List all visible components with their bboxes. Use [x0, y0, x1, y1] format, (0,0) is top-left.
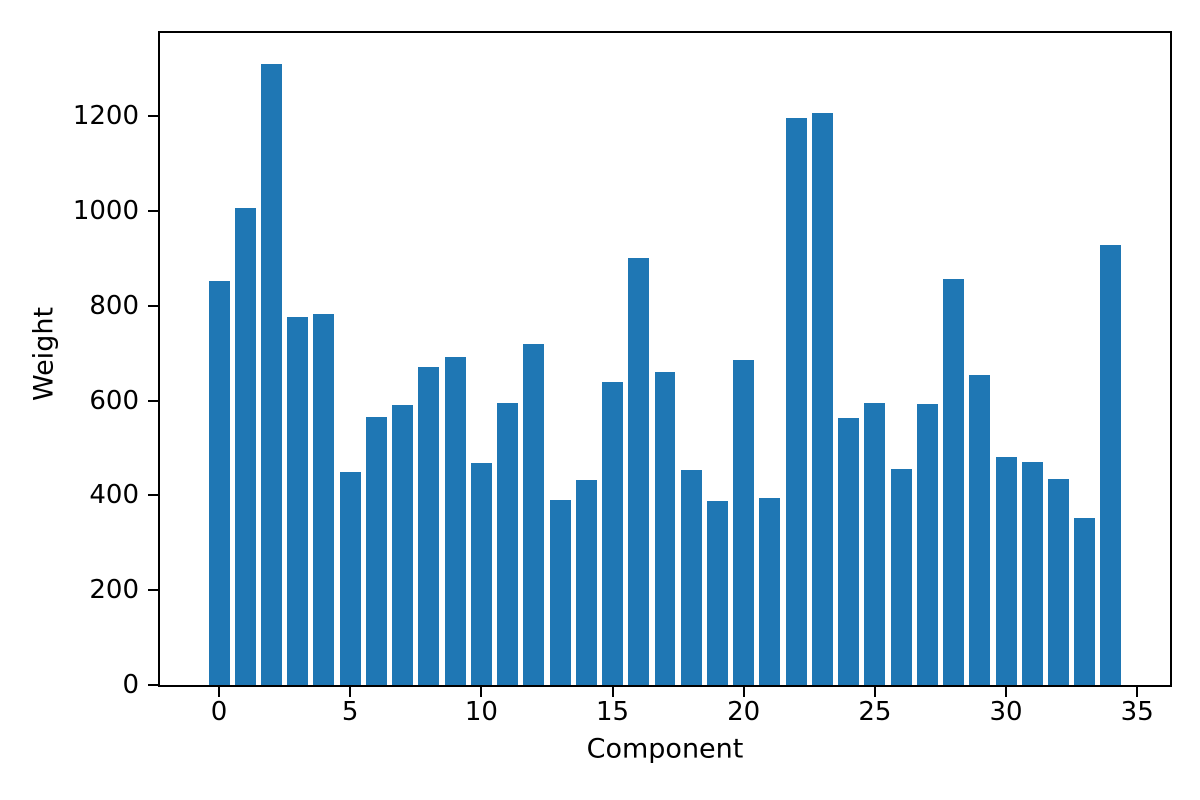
- y-tick-mark: [148, 115, 158, 118]
- x-tick-mark: [218, 687, 221, 697]
- y-tick-label: 600: [89, 385, 139, 416]
- bar: [1021, 462, 1043, 685]
- x-tick-label: 30: [989, 697, 1023, 727]
- y-tick-mark: [148, 684, 158, 686]
- y-tick-label: 200: [89, 575, 139, 606]
- x-tick-mark: [1005, 687, 1008, 697]
- bar: [234, 208, 256, 685]
- x-tick-label: 5: [341, 697, 359, 727]
- bar: [549, 499, 571, 685]
- x-tick-label: 35: [1120, 697, 1154, 727]
- bar: [759, 498, 781, 685]
- bar: [943, 279, 965, 685]
- bar: [365, 416, 387, 685]
- y-tick-label: 400: [89, 480, 139, 511]
- bar: [838, 417, 860, 685]
- y-tick-label: 800: [89, 290, 139, 321]
- bar: [890, 469, 912, 685]
- x-tick-label: 0: [210, 697, 228, 727]
- bar: [208, 281, 230, 685]
- bar: [575, 480, 597, 685]
- bar: [1048, 478, 1069, 685]
- bar: [864, 402, 886, 685]
- x-tick-label: 25: [858, 697, 892, 727]
- bar: [706, 500, 728, 685]
- x-tick-label: 10: [464, 697, 498, 727]
- bar: [444, 356, 466, 685]
- x-axis-label: Component: [586, 733, 744, 765]
- y-tick-label: 1200: [72, 101, 139, 132]
- bar: [1100, 245, 1122, 685]
- y-tick-mark: [148, 304, 158, 307]
- x-tick-mark: [611, 687, 614, 697]
- y-tick-mark: [148, 589, 158, 592]
- x-tick-mark: [1136, 687, 1139, 697]
- bar: [602, 382, 624, 685]
- bar: [916, 404, 938, 685]
- bar: [995, 456, 1017, 685]
- bar: [418, 366, 440, 685]
- x-tick-mark: [349, 687, 352, 697]
- bar: [969, 375, 991, 685]
- x-tick-mark: [742, 687, 745, 697]
- x-tick-label: 20: [727, 697, 761, 727]
- bar: [470, 463, 492, 685]
- bar: [811, 112, 833, 685]
- bar: [523, 343, 545, 685]
- bar: [313, 313, 335, 685]
- x-tick-mark: [480, 687, 483, 697]
- bar: [339, 472, 361, 685]
- y-tick-mark: [148, 209, 158, 212]
- x-tick-mark: [873, 687, 876, 697]
- y-tick-label: 1000: [72, 195, 139, 226]
- bar: [680, 469, 702, 685]
- y-axis-label: Weight: [28, 306, 60, 402]
- bar: [261, 64, 282, 685]
- x-tick-label: 15: [595, 697, 630, 727]
- y-tick-mark: [148, 399, 158, 402]
- bar: [497, 402, 519, 685]
- y-tick-label: 0: [122, 670, 139, 700]
- y-tick-mark: [148, 494, 158, 497]
- bar: [654, 372, 676, 685]
- bar: [733, 359, 755, 685]
- plot-area: 0 200 400 600 800 1000 1200 0 5 10 15 20 25 30 35 Com…: [29, 31, 1172, 763]
- bar: [628, 257, 650, 685]
- bar: [392, 405, 414, 685]
- bar: [1074, 517, 1096, 685]
- bar: [287, 316, 309, 685]
- bar: [785, 118, 807, 685]
